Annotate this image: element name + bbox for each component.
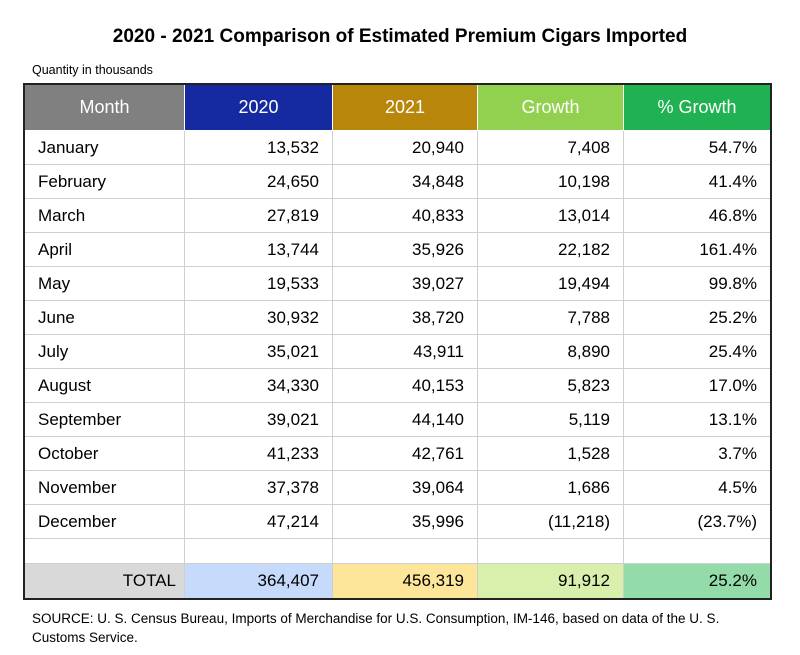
cell-month: December <box>24 504 185 539</box>
total-pct-growth: 25.2% <box>623 563 771 599</box>
cell-month: August <box>24 368 185 403</box>
table-row: February 24,650 34,848 10,198 41.4% <box>24 164 771 199</box>
total-2020: 364,407 <box>184 563 333 599</box>
units-note: Quantity in thousands <box>32 63 153 77</box>
cell-month: March <box>24 198 185 233</box>
cell-2021: 35,996 <box>332 504 478 539</box>
column-header-month: Month <box>24 84 185 131</box>
cell-2021: 34,848 <box>332 164 478 199</box>
cell-pct-growth: 46.8% <box>623 198 771 233</box>
cell-growth: 13,014 <box>477 198 624 233</box>
cell-month: February <box>24 164 185 199</box>
table-row: June 30,932 38,720 7,788 25.2% <box>24 300 771 335</box>
cell-growth: 1,528 <box>477 436 624 471</box>
cell-pct-growth: 99.8% <box>623 266 771 301</box>
cell-2020: 47,214 <box>184 504 333 539</box>
data-table: Month 2020 2021 Growth % Growth January 1… <box>23 83 772 600</box>
cell-2021: 20,940 <box>332 130 478 165</box>
cell-pct-growth: 161.4% <box>623 232 771 267</box>
cell-2021: 39,027 <box>332 266 478 301</box>
source-note: SOURCE: U. S. Census Bureau, Imports of … <box>32 611 720 645</box>
table-row: September 39,021 44,140 5,119 13.1% <box>24 402 771 437</box>
cell-month: October <box>24 436 185 471</box>
cell-pct-growth: (23.7%) <box>623 504 771 539</box>
cell-2020: 13,532 <box>184 130 333 165</box>
cell-pct-growth: 25.4% <box>623 334 771 369</box>
cell-month: January <box>24 130 185 165</box>
cell-2020: 27,819 <box>184 198 333 233</box>
cell-growth: 19,494 <box>477 266 624 301</box>
table-row: October 41,233 42,761 1,528 3.7% <box>24 436 771 471</box>
cell-2020: 30,932 <box>184 300 333 335</box>
cell-growth: 8,890 <box>477 334 624 369</box>
cell-pct-growth: 25.2% <box>623 300 771 335</box>
cell-2021: 43,911 <box>332 334 478 369</box>
column-header-2021: 2021 <box>332 84 478 131</box>
cell-growth: 22,182 <box>477 232 624 267</box>
cell-growth: (11,218) <box>477 504 624 539</box>
table-row: November 37,378 39,064 1,686 4.5% <box>24 470 771 505</box>
cell-pct-growth: 13.1% <box>623 402 771 437</box>
cell-month: July <box>24 334 185 369</box>
cell-pct-growth: 41.4% <box>623 164 771 199</box>
total-2021: 456,319 <box>332 563 478 599</box>
table-row: April 13,744 35,926 22,182 161.4% <box>24 232 771 267</box>
cell-2020: 37,378 <box>184 470 333 505</box>
cell-2021: 39,064 <box>332 470 478 505</box>
cell-2020: 19,533 <box>184 266 333 301</box>
table-row: March 27,819 40,833 13,014 46.8% <box>24 198 771 233</box>
cell-growth: 1,686 <box>477 470 624 505</box>
cell-pct-growth: 3.7% <box>623 436 771 471</box>
cell-2020: 34,330 <box>184 368 333 403</box>
cell-growth: 7,408 <box>477 130 624 165</box>
table-row: August 34,330 40,153 5,823 17.0% <box>24 368 771 403</box>
cell-month: April <box>24 232 185 267</box>
total-label: TOTAL <box>24 563 185 599</box>
header-row: Month 2020 2021 Growth % Growth <box>24 84 771 131</box>
cell-pct-growth: 54.7% <box>623 130 771 165</box>
total-growth: 91,912 <box>477 563 624 599</box>
table-row: July 35,021 43,911 8,890 25.4% <box>24 334 771 369</box>
spacer-row <box>24 538 771 564</box>
cell-2021: 38,720 <box>332 300 478 335</box>
cell-month: June <box>24 300 185 335</box>
column-header-pct-growth: % Growth <box>623 84 771 131</box>
table-row: January 13,532 20,940 7,408 54.7% <box>24 130 771 165</box>
cell-month: November <box>24 470 185 505</box>
cell-growth: 7,788 <box>477 300 624 335</box>
cell-2020: 41,233 <box>184 436 333 471</box>
cell-2021: 35,926 <box>332 232 478 267</box>
cell-growth: 5,823 <box>477 368 624 403</box>
chart-title: 2020 - 2021 Comparison of Estimated Prem… <box>112 26 688 47</box>
cell-2020: 13,744 <box>184 232 333 267</box>
total-row: TOTAL 364,407 456,319 91,912 25.2% <box>24 563 771 599</box>
table-row: December 47,214 35,996 (11,218) (23.7%) <box>24 504 771 539</box>
cell-growth: 10,198 <box>477 164 624 199</box>
cell-2021: 42,761 <box>332 436 478 471</box>
cell-month: September <box>24 402 185 437</box>
cell-2021: 40,153 <box>332 368 478 403</box>
cell-2020: 39,021 <box>184 402 333 437</box>
cell-2021: 44,140 <box>332 402 478 437</box>
cell-growth: 5,119 <box>477 402 624 437</box>
column-header-2020: 2020 <box>184 84 333 131</box>
column-header-growth: Growth <box>477 84 624 131</box>
cell-month: May <box>24 266 185 301</box>
table-row: May 19,533 39,027 19,494 99.8% <box>24 266 771 301</box>
cell-pct-growth: 4.5% <box>623 470 771 505</box>
cell-pct-growth: 17.0% <box>623 368 771 403</box>
cell-2020: 24,650 <box>184 164 333 199</box>
cell-2020: 35,021 <box>184 334 333 369</box>
cell-2021: 40,833 <box>332 198 478 233</box>
table-body: January 13,532 20,940 7,408 54.7% February 24,… <box>24 130 771 539</box>
